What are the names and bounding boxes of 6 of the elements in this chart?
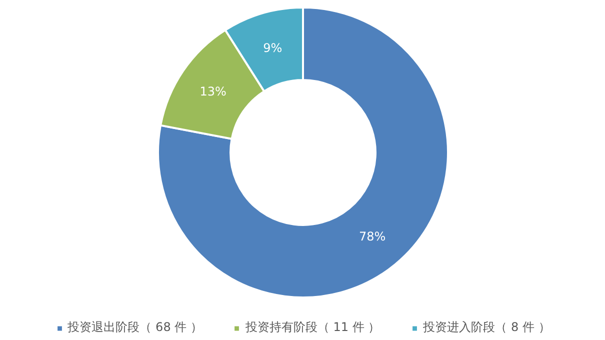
legend-label: 投资退出阶段（ 68 件 ） xyxy=(68,319,202,336)
legend-label: 投资持有阶段（ 11 件 ） xyxy=(245,319,380,336)
data-label: 13% xyxy=(200,84,226,98)
data-label: 78% xyxy=(358,229,386,244)
legend-label: 投资进入阶段（ 8 件 ） xyxy=(423,319,550,336)
data-label: 9% xyxy=(263,41,282,56)
